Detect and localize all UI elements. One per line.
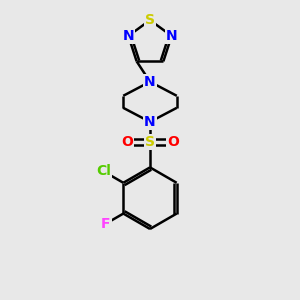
- Text: S: S: [145, 13, 155, 27]
- Text: O: O: [121, 135, 133, 149]
- Text: F: F: [101, 217, 111, 231]
- Text: Cl: Cl: [96, 164, 111, 178]
- Text: N: N: [122, 29, 134, 43]
- Text: O: O: [167, 135, 179, 149]
- Text: S: S: [145, 135, 155, 149]
- Text: N: N: [144, 75, 156, 89]
- Text: N: N: [144, 115, 156, 129]
- Text: N: N: [166, 29, 178, 43]
